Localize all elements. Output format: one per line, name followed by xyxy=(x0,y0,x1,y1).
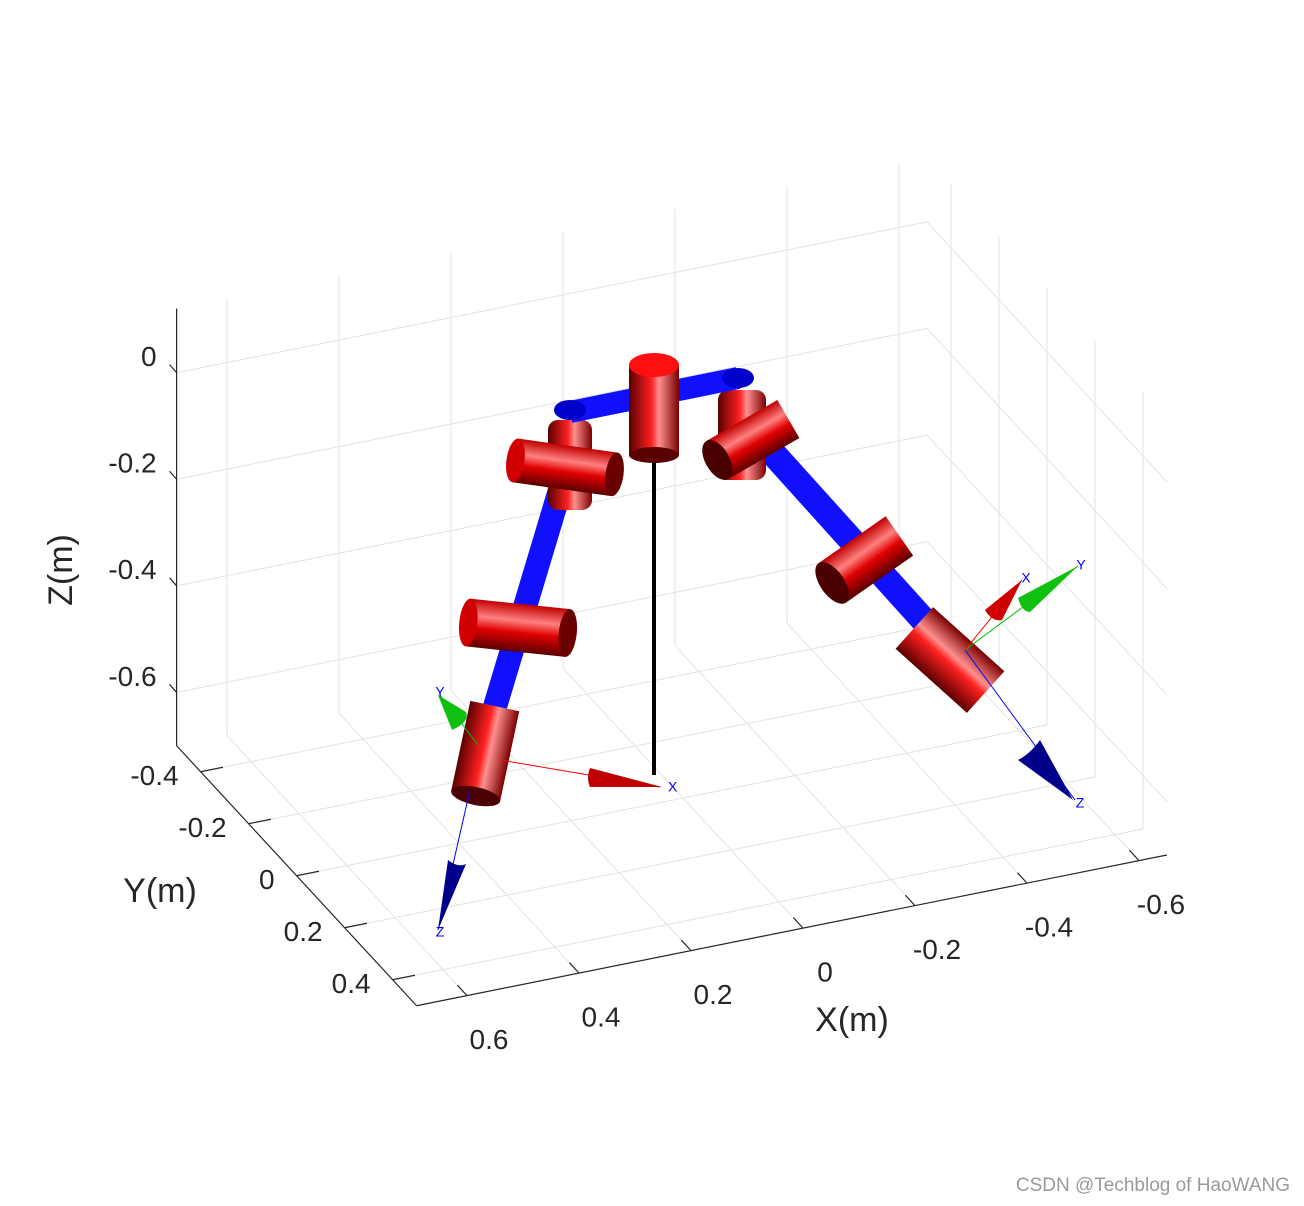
y-axis-label: Y(m) xyxy=(123,872,197,910)
x-tick xyxy=(568,962,580,974)
grid-line xyxy=(248,672,1000,825)
x-axis-label: X(m) xyxy=(815,1001,889,1039)
joint xyxy=(702,399,800,480)
y-tick-label: 0.4 xyxy=(332,968,371,999)
frame-label: Z xyxy=(1076,795,1085,811)
x-tick-label: 0.6 xyxy=(470,1024,509,1055)
grid-line xyxy=(176,327,928,480)
grid-line xyxy=(296,724,1048,877)
frame-arrow xyxy=(438,695,467,730)
z-tick xyxy=(169,364,178,374)
grid-line xyxy=(926,328,1168,589)
grid-line xyxy=(926,221,1168,483)
frame-arrow xyxy=(1018,566,1078,612)
z-tick-label: -0.2 xyxy=(108,448,156,479)
grid-line xyxy=(926,434,1168,696)
frame-arrow xyxy=(588,768,662,787)
joint-cap xyxy=(554,400,586,420)
y-tick-label: 0.2 xyxy=(284,916,323,947)
z-tick-label: -0.4 xyxy=(108,554,156,585)
base-joint xyxy=(629,353,679,377)
x-tick xyxy=(1128,849,1140,862)
grid-line xyxy=(176,221,928,374)
frame-arrow xyxy=(985,580,1022,621)
y-tick-label: 0 xyxy=(259,864,275,895)
z-tick xyxy=(169,577,178,587)
frame-label: X xyxy=(668,779,678,795)
joint-cap xyxy=(722,368,754,388)
grid-line xyxy=(200,620,952,773)
y-tick-label: -0.4 xyxy=(130,760,178,791)
axis-line xyxy=(416,854,1168,1007)
end-link xyxy=(895,607,1005,713)
x-tick-label: -0.6 xyxy=(1137,889,1185,920)
frame-arrow xyxy=(1018,740,1073,800)
axes: -0.6-0.4-0.200.20.40.6-0.4-0.200.20.4-0.… xyxy=(108,308,1185,1055)
y-tick xyxy=(296,870,320,877)
frame-label: Y xyxy=(435,684,445,700)
x-tick xyxy=(904,894,916,907)
grid-line xyxy=(926,541,1168,803)
z-tick-label: 0 xyxy=(141,341,157,372)
z-tick xyxy=(169,684,178,693)
x-tick-label: -0.4 xyxy=(1025,911,1073,942)
frame-arrow xyxy=(438,860,466,930)
robot: X Z Y X Y Z xyxy=(435,353,1086,940)
frame-label: X xyxy=(1021,570,1031,586)
joint xyxy=(506,438,624,497)
x-tick xyxy=(680,939,692,952)
base-joint xyxy=(629,365,679,455)
grid xyxy=(176,163,1168,996)
z-tick-label: -0.6 xyxy=(108,661,156,692)
grid-line xyxy=(392,828,1144,981)
frame-label: Y xyxy=(1076,557,1086,573)
joint xyxy=(458,598,578,657)
watermark: CSDN @Techblog of HaoWANG xyxy=(1016,1175,1290,1196)
y-tick xyxy=(200,766,224,773)
x-tick-label: 0 xyxy=(817,956,833,987)
x-tick xyxy=(456,984,468,997)
z-tick xyxy=(169,470,178,480)
y-tick xyxy=(344,922,368,929)
base-joint xyxy=(629,447,679,463)
z-axis-label: Z(m) xyxy=(42,534,80,606)
joint xyxy=(815,516,914,604)
y-tick xyxy=(392,974,416,981)
frame-label: Z xyxy=(436,924,445,940)
x-tick-label: -0.2 xyxy=(913,934,961,965)
end-link xyxy=(451,700,520,807)
y-tick xyxy=(248,818,272,825)
grid-line xyxy=(344,776,1096,929)
x-tick xyxy=(792,917,804,929)
x-tick xyxy=(1016,872,1028,884)
x-tick-label: 0.2 xyxy=(694,979,733,1010)
y-tick-label: -0.2 xyxy=(178,812,226,843)
x-tick-label: 0.4 xyxy=(582,1001,621,1032)
